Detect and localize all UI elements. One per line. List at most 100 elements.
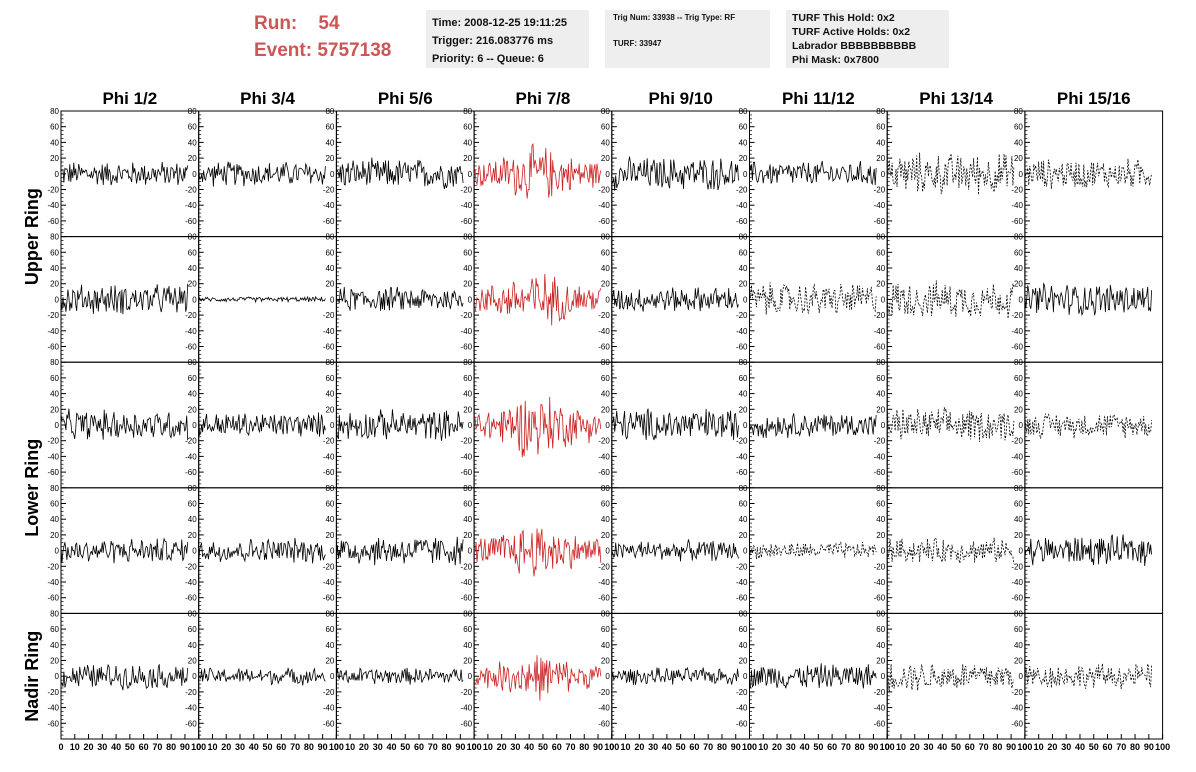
x-tick-label: 60 xyxy=(552,742,562,752)
y-tick-label: 60 xyxy=(188,248,197,257)
x-tick-label: 30 xyxy=(235,742,245,752)
event-row: Event: 5757138 xyxy=(254,37,391,64)
y-tick-label: 40 xyxy=(188,515,197,524)
waveform-trace xyxy=(886,663,1015,693)
y-tick-label: 40 xyxy=(50,138,59,147)
waveform-trace xyxy=(749,413,877,439)
y-tick-label: 20 xyxy=(325,657,334,666)
y-tick-label: 20 xyxy=(601,405,610,414)
y-tick-label: 20 xyxy=(876,531,885,540)
y-tick-label: -40 xyxy=(736,452,748,461)
x-tick-label: 40 xyxy=(386,742,396,752)
y-tick-label: 0 xyxy=(743,672,748,681)
y-tick-label: -40 xyxy=(874,704,886,713)
y-tick-label: 60 xyxy=(739,625,748,634)
y-tick-label: 20 xyxy=(1014,405,1023,414)
waveform-trace xyxy=(1024,534,1152,567)
y-tick-label: -60 xyxy=(1011,719,1023,728)
y-tick-label: 40 xyxy=(876,138,885,147)
y-tick-label: 20 xyxy=(188,405,197,414)
y-tick-label: 60 xyxy=(325,374,334,383)
y-tick-label: 80 xyxy=(325,609,334,618)
y-tick-label: 80 xyxy=(50,107,59,116)
y-tick-label: 80 xyxy=(463,107,472,116)
x-tick-label: 0 xyxy=(58,742,63,752)
y-tick-label: -40 xyxy=(461,704,473,713)
y-tick-label: 60 xyxy=(1014,248,1023,257)
y-tick-label: -40 xyxy=(47,327,59,336)
y-tick-label: 80 xyxy=(325,233,334,242)
trigger-info-box: Time: 2008-12-25 19:11:25 Trigger: 216.0… xyxy=(426,10,589,68)
y-tick-label: -60 xyxy=(185,594,197,603)
y-tick-label: 20 xyxy=(50,154,59,163)
y-tick-label: -60 xyxy=(874,719,886,728)
x-tick-label: 100 xyxy=(880,742,895,752)
x-tick-label: 70 xyxy=(152,742,162,752)
y-tick-label: 20 xyxy=(739,657,748,666)
y-tick-label: 0 xyxy=(743,170,748,179)
y-tick-label: -60 xyxy=(185,343,197,352)
y-tick-label: -60 xyxy=(47,719,59,728)
phi-column-label: Phi 9/10 xyxy=(649,89,713,108)
panel-frame xyxy=(1024,612,1164,740)
panel-frame xyxy=(335,487,475,614)
y-tick-label: 0 xyxy=(605,421,610,430)
y-tick-label: 20 xyxy=(325,531,334,540)
y-tick-label: -60 xyxy=(323,343,335,352)
turf-this-hold-text: TURF This Hold: 0x2 xyxy=(792,12,895,24)
y-tick-label: -60 xyxy=(598,719,610,728)
y-tick-label: 40 xyxy=(188,138,197,147)
y-tick-label: 60 xyxy=(463,500,472,509)
y-tick-label: 40 xyxy=(50,390,59,399)
y-tick-label: 60 xyxy=(739,123,748,132)
y-tick-label: -40 xyxy=(47,452,59,461)
y-tick-label: 0 xyxy=(1018,170,1023,179)
waveform-trace xyxy=(886,537,1015,565)
y-tick-label: 80 xyxy=(463,233,472,242)
waveform-trace xyxy=(1024,282,1152,316)
waveform-trace xyxy=(473,528,602,577)
x-tick-label: 50 xyxy=(400,742,410,752)
y-tick-label: -20 xyxy=(323,186,335,195)
labrador-text: Labrador BBBBBBBBBB xyxy=(792,40,917,52)
y-tick-label: -60 xyxy=(461,468,473,477)
y-tick-label: 20 xyxy=(876,657,885,666)
y-tick-label: 60 xyxy=(1014,500,1023,509)
y-tick-label: -60 xyxy=(1011,468,1023,477)
x-tick-label: 20 xyxy=(221,742,231,752)
event-label: Event: xyxy=(254,40,313,61)
y-tick-label: 60 xyxy=(463,625,472,634)
x-tick-label: 70 xyxy=(979,742,989,752)
y-tick-label: -40 xyxy=(185,201,197,210)
y-tick-label: 40 xyxy=(325,390,334,399)
x-tick-label: 40 xyxy=(111,742,121,752)
y-tick-label: 40 xyxy=(601,138,610,147)
y-tick-label: -20 xyxy=(47,688,59,697)
x-tick-label: 80 xyxy=(579,742,589,752)
y-tick-label: -60 xyxy=(1011,217,1023,226)
y-tick-label: -40 xyxy=(323,704,335,713)
run-label: Run: xyxy=(254,13,298,34)
x-tick-label: 90 xyxy=(318,742,328,752)
x-tick-label: 50 xyxy=(1089,742,1099,752)
x-tick-label: 100 xyxy=(191,742,206,752)
ring-label: Upper Ring xyxy=(22,188,42,285)
y-tick-label: -60 xyxy=(874,468,886,477)
x-tick-label: 10 xyxy=(1034,742,1044,752)
x-tick-label: 0 xyxy=(1022,742,1027,752)
x-tick-label: 10 xyxy=(483,742,493,752)
waveform-trace xyxy=(198,667,326,686)
x-tick-label: 0 xyxy=(196,742,201,752)
y-tick-label: 20 xyxy=(876,154,885,163)
waveform-trace xyxy=(336,286,464,311)
y-tick-label: -60 xyxy=(736,719,748,728)
x-tick-label: 0 xyxy=(885,742,890,752)
x-tick-label: 90 xyxy=(1006,742,1016,752)
y-tick-label: -20 xyxy=(323,562,335,571)
y-tick-label: 80 xyxy=(50,609,59,618)
waveform-trace xyxy=(336,409,464,441)
y-tick-label: -20 xyxy=(185,437,197,446)
y-tick-label: 60 xyxy=(876,248,885,257)
y-tick-label: -20 xyxy=(598,311,610,320)
x-tick-label: 50 xyxy=(951,742,961,752)
